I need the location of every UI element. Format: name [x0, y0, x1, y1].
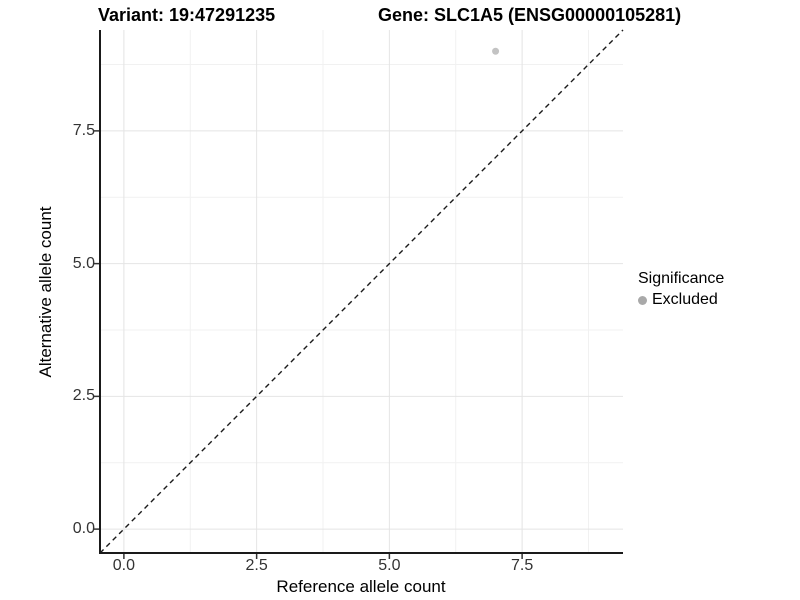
y-tick-label: 7.5 — [72, 121, 95, 139]
x-tick-label: 2.5 — [245, 557, 268, 574]
legend-item-label: Excluded — [652, 291, 718, 308]
y-tick-label: 2.5 — [72, 387, 95, 405]
identity-dashed-line — [99, 29, 624, 554]
y-tick-label: 0.0 — [72, 520, 95, 538]
plot-title-gene: Gene: SLC1A5 (ENSG00000105281) — [378, 5, 682, 25]
x-tick-label: 0.0 — [112, 557, 136, 574]
data-point — [492, 47, 500, 55]
x-axis-title: Reference allele count — [276, 577, 446, 596]
y-axis-title: Alternative allele count — [36, 206, 55, 378]
legend: Significance Excluded — [638, 270, 724, 309]
x-tick-label: 7.5 — [510, 557, 534, 574]
legend-item-excluded: Excluded — [638, 291, 724, 309]
legend-title: Significance — [638, 270, 725, 287]
y-tick-label: 5.0 — [72, 254, 95, 272]
legend-point-icon — [638, 295, 647, 305]
x-tick-label: 5.0 — [378, 557, 401, 574]
plot-title-variant: Variant: 19:47291235 — [98, 5, 276, 25]
